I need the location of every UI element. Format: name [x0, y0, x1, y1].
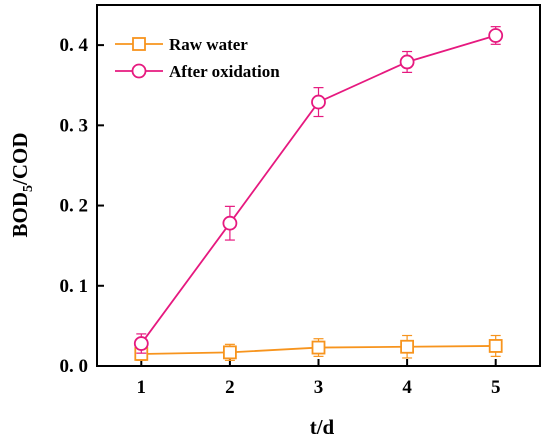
- x-tick-label: 3: [314, 377, 324, 398]
- y-axis-title-main: BOD: [8, 192, 32, 238]
- data-point: [488, 28, 504, 43]
- data-point: [222, 215, 238, 231]
- series-after-oxidation: [133, 26, 504, 354]
- x-axis-title: t/d: [310, 415, 335, 439]
- data-point: [133, 336, 149, 351]
- series-layer: [133, 26, 504, 361]
- y-axis-title-rest: /COD: [8, 132, 32, 186]
- y-axis-title-subscript: 5: [21, 185, 36, 192]
- x-tick-label: 1: [137, 377, 147, 398]
- series-line-after-oxidation: [140, 34, 496, 345]
- data-point: [399, 54, 415, 70]
- x-tick-label: 5: [491, 377, 501, 398]
- legend-marker: [132, 37, 146, 51]
- plot-frame: [96, 4, 541, 367]
- y-tick-label: 0. 0: [60, 356, 89, 377]
- y-tick-label: 0. 3: [60, 115, 89, 136]
- x-tick-label: 2: [225, 377, 235, 398]
- y-tick-label: 0. 2: [60, 196, 89, 217]
- y-tick-label: 0. 1: [60, 276, 89, 297]
- x-tick-label: 4: [402, 377, 412, 398]
- data-point: [400, 339, 415, 354]
- series-raw-water: [134, 334, 503, 361]
- legend-item-after-oxidation: After oxidation: [115, 62, 280, 81]
- legend-marker: [131, 63, 147, 79]
- legend-label: Raw water: [169, 35, 248, 54]
- legend-label: After oxidation: [169, 62, 280, 81]
- y-axis-title: BOD5/COD: [8, 132, 36, 237]
- legend-item-raw-water: Raw water: [115, 35, 248, 54]
- data-point: [488, 339, 503, 353]
- legend: Raw water After oxidation: [115, 35, 280, 81]
- y-tick-label: 0. 4: [60, 35, 89, 56]
- data-point: [222, 345, 237, 360]
- data-point: [311, 340, 326, 355]
- axis-ticks: 0. 0 0. 1 0. 2 0. 3 0. 4 1 2 3 4 5: [60, 35, 501, 398]
- data-point: [311, 94, 326, 110]
